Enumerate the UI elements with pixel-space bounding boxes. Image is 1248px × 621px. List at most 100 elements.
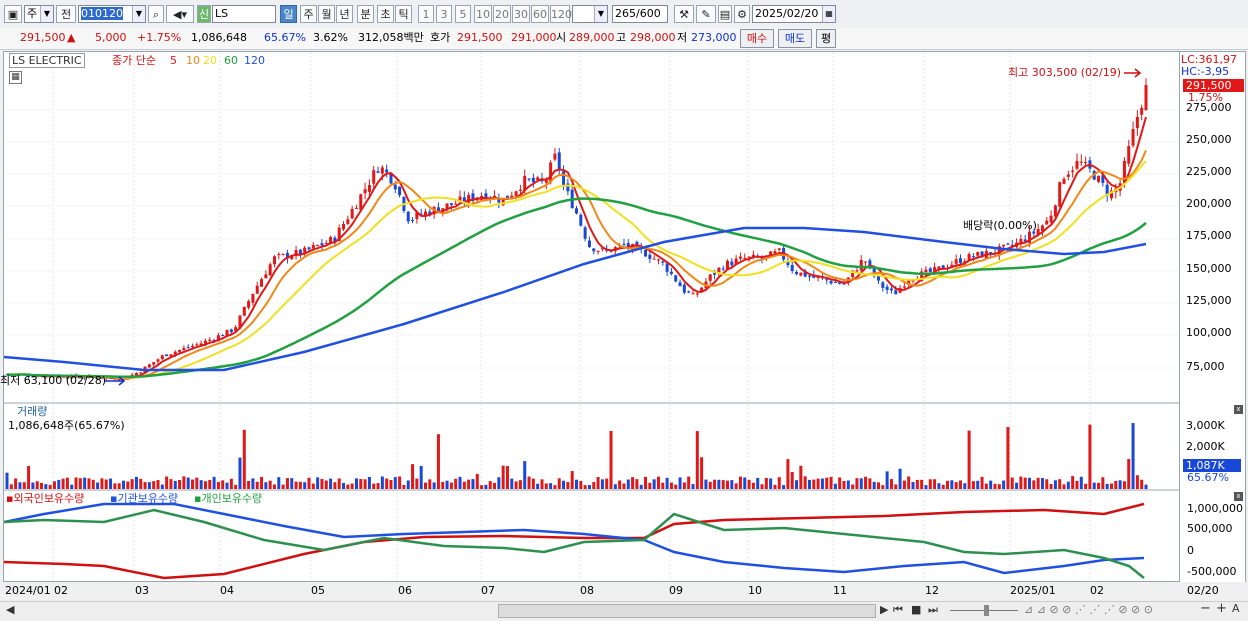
candle-body xyxy=(367,185,371,192)
volume-bar xyxy=(264,482,268,489)
minute-tab-0[interactable]: 1 xyxy=(418,5,434,23)
volume-bar xyxy=(562,480,566,489)
open-price: 289,000 xyxy=(569,31,615,44)
zoom-handle[interactable] xyxy=(984,605,989,616)
volume-bar xyxy=(1135,475,1139,489)
last-icon[interactable]: ⏭ xyxy=(928,603,938,616)
sound-icon[interactable]: ◀▾ xyxy=(166,5,194,23)
chart-tool-icon[interactable]: ⚒ xyxy=(674,5,694,23)
avg-button[interactable]: 평 xyxy=(816,29,836,48)
count-value: 265 xyxy=(615,7,636,20)
volume-bar xyxy=(87,478,91,489)
volume-bar xyxy=(553,485,557,489)
period-tab-1[interactable]: 주 xyxy=(300,5,317,23)
candle-body xyxy=(980,251,984,258)
window-menu-icon[interactable]: ▣ xyxy=(4,5,22,23)
volume-bar xyxy=(734,483,738,489)
minute-tab-1[interactable]: 3 xyxy=(436,5,452,23)
volume-bar xyxy=(27,465,31,489)
volume-bar xyxy=(363,479,367,489)
scrollbar[interactable]: ◀ ▶ ⏮ ■ ⏭ ⊿ ⊿ ⊘ ⊘ ⋰ ⋰ ⋰ ⊘ ⊘ ⊙ − + A xyxy=(0,601,1248,620)
grid-icon[interactable]: ▦ xyxy=(9,71,22,84)
volume-bar xyxy=(255,481,259,489)
candle-body xyxy=(734,258,738,265)
candle-body xyxy=(708,274,712,281)
volume-bar xyxy=(372,483,376,489)
volume-bar xyxy=(441,481,445,489)
candle-body xyxy=(363,189,367,194)
candle-body xyxy=(773,251,777,254)
price-ytick-2: 225,000 xyxy=(1186,165,1232,178)
gear-icon[interactable]: ⚙ xyxy=(734,5,750,23)
first-icon[interactable]: ⏮ xyxy=(893,603,903,616)
font-size-icon[interactable]: A xyxy=(1232,602,1240,615)
candle-body xyxy=(376,171,380,173)
close-icon[interactable]: x xyxy=(1234,405,1243,414)
market-select[interactable]: 주 ▼ xyxy=(24,5,54,23)
close-icon[interactable]: x xyxy=(1234,492,1243,501)
candle-body xyxy=(337,227,341,242)
change-value: 5,000 xyxy=(95,31,127,44)
period-tab-5[interactable]: 초 xyxy=(377,5,394,23)
volume-bar xyxy=(1028,477,1032,489)
candle-body xyxy=(160,355,164,360)
candle-body xyxy=(829,280,833,284)
stop-icon[interactable]: ■ xyxy=(911,603,922,616)
volume-bar xyxy=(695,431,699,489)
stock-name-text: LS ELECTRI xyxy=(215,7,229,20)
zoom-in-icon[interactable]: + xyxy=(1216,601,1227,616)
code-input[interactable]: 010120 ▼ xyxy=(78,5,146,23)
ma-title: 종가 단순 xyxy=(112,54,156,67)
volume-bar xyxy=(1045,479,1049,489)
candle-body xyxy=(342,224,346,230)
buy-button[interactable]: 매수 xyxy=(740,29,774,48)
volume-bar xyxy=(1127,458,1131,489)
candle-body xyxy=(631,244,635,250)
volume-bar xyxy=(946,480,950,489)
new-badge[interactable]: 신 xyxy=(197,5,211,23)
sell-button[interactable]: 매도 xyxy=(778,29,812,48)
minute-tab-3[interactable]: 10 xyxy=(474,5,492,23)
price-ytick-5: 150,000 xyxy=(1186,262,1232,275)
period-tab-4[interactable]: 분 xyxy=(357,5,374,23)
period-tab-6[interactable]: 틱 xyxy=(395,5,412,23)
current-pct-tag: 1.75% xyxy=(1188,91,1223,104)
scroll-thumb[interactable] xyxy=(498,604,876,618)
volume-bar xyxy=(333,482,337,489)
scroll-left-icon[interactable]: ◀ xyxy=(6,603,15,616)
x-label-11: 12 xyxy=(925,584,939,597)
x-label-2: 03 xyxy=(135,584,149,597)
count-field[interactable]: 265/600 xyxy=(612,5,668,23)
scroll-right-icon[interactable]: ▶ xyxy=(880,603,889,616)
volume-bar xyxy=(191,479,195,489)
period-tab-2[interactable]: 월 xyxy=(318,5,335,23)
volume-bar xyxy=(825,477,829,489)
search-icon[interactable]: ⌕ xyxy=(148,5,164,23)
minute-tab-2[interactable]: 5 xyxy=(455,5,471,23)
volume-bar xyxy=(682,482,686,489)
volume-bar xyxy=(359,479,363,489)
draw-icon[interactable]: ✎ xyxy=(696,5,716,23)
minute-tab-7[interactable]: 120 xyxy=(550,5,572,23)
period-tab-0[interactable]: 일 xyxy=(280,5,297,23)
volume-bar xyxy=(380,476,384,489)
minute-tab-6[interactable]: 60 xyxy=(531,5,549,23)
candle-body xyxy=(346,219,350,224)
volume-bar xyxy=(52,481,56,489)
candle-body xyxy=(389,173,393,184)
volume-bar xyxy=(493,482,497,489)
volume-bar xyxy=(993,483,997,489)
chart-area[interactable] xyxy=(3,51,1180,582)
volume-bar xyxy=(134,476,138,489)
tool-icons[interactable]: ⊿ ⊿ ⊘ ⊘ ⋰ ⋰ ⋰ ⊘ ⊘ ⊙ xyxy=(1024,603,1153,616)
code-value: 010120 xyxy=(81,7,123,20)
date-field[interactable]: 2025/02/20 ▦ xyxy=(752,5,836,23)
candle-body xyxy=(458,196,462,203)
save-icon[interactable]: ▤ xyxy=(718,5,732,23)
minute-tab-5[interactable]: 30 xyxy=(512,5,530,23)
minute-tab-4[interactable]: 20 xyxy=(493,5,511,23)
zoom-out-icon[interactable]: − xyxy=(1200,601,1211,616)
unit-select[interactable]: ▼ xyxy=(572,5,608,23)
prev-button[interactable]: 전 xyxy=(56,5,76,23)
period-tab-3[interactable]: 년 xyxy=(336,5,353,23)
